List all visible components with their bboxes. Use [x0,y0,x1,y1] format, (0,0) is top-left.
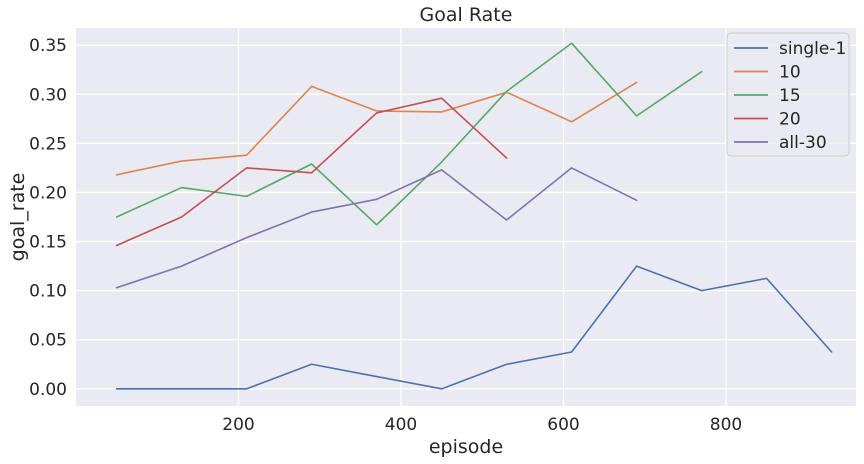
y-tick-label: 0.10 [29,282,67,302]
y-axis-label: goal_rate [7,173,29,262]
legend-label-all-30: all-30 [779,133,827,153]
x-tick-label: 800 [710,415,742,435]
y-tick-label: 0.00 [29,380,67,400]
x-axis-label: episode [429,436,503,458]
x-tick-label: 600 [547,415,579,435]
series-line-single-1 [115,265,833,390]
y-gridlines [76,44,856,390]
legend: single-1 10 15 20 all-30 [726,32,850,157]
series-line-20 [115,97,508,247]
x-tick-label: 200 [222,415,254,435]
legend-box [726,32,850,157]
y-tick-label: 0.15 [29,233,67,253]
legend-label-20: 20 [779,110,801,130]
x-tick-labels: 200 400 600 800 [222,415,742,435]
series-lines [115,42,833,390]
legend-label-single-1: single-1 [779,39,846,59]
chart-title: Goal Rate [420,4,513,26]
y-tick-labels: 0.00 0.05 0.10 0.15 0.20 0.25 0.30 0.35 [29,36,67,400]
x-gridlines [237,28,727,406]
y-tick-label: 0.05 [29,331,67,351]
y-tick-label: 0.30 [29,85,67,105]
y-tick-label: 0.35 [29,36,67,56]
series-line-all-30 [115,167,638,289]
series-line-10 [115,81,638,176]
y-tick-label: 0.20 [29,183,67,203]
x-tick-label: 400 [385,415,417,435]
legend-label-15: 15 [779,86,801,106]
legend-label-10: 10 [779,63,801,83]
y-tick-label: 0.25 [29,134,67,154]
